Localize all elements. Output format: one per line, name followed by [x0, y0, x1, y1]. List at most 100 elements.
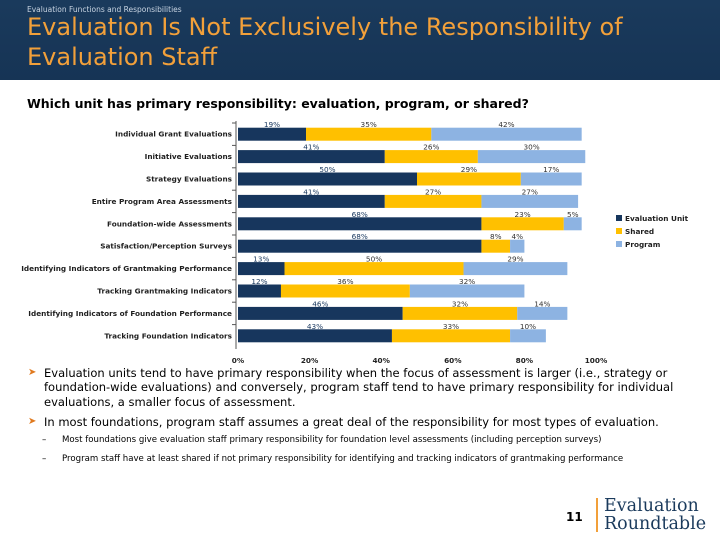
data-label: 29% [461, 165, 477, 174]
category-label: Identifying Indicators of Foundation Per… [28, 309, 232, 318]
bar-segment-shared [280, 284, 410, 298]
sub-bullet-text: Program staff have at least shared if no… [62, 453, 624, 464]
bar-segment-shared [384, 194, 482, 208]
bar-segment-evaluation-unit [238, 194, 385, 208]
category-label: Initiative Evaluations [145, 152, 232, 161]
data-label: 36% [337, 277, 353, 286]
data-label: 42% [498, 120, 514, 129]
x-tick-label: 100% [585, 356, 608, 365]
bar-segment-evaluation-unit [238, 172, 417, 186]
data-label: 41% [303, 187, 319, 196]
data-label: 5% [567, 210, 579, 219]
section-eyebrow: Evaluation Functions and Responsibilitie… [27, 5, 182, 14]
data-label: 13% [253, 255, 269, 264]
legend-swatch [616, 241, 622, 247]
legend-swatch [616, 228, 622, 234]
bar-segment-program [517, 306, 568, 320]
bullet-list: ➤ Evaluation units tend to have primary … [26, 366, 706, 472]
bar-segment-shared [481, 217, 564, 231]
bar-segment-evaluation-unit [238, 127, 307, 141]
page-number: 11 [566, 510, 583, 524]
bullet-text: Evaluation units tend to have primary re… [44, 366, 674, 409]
logo-line-2: Roundtable [604, 514, 707, 534]
bar-segment-evaluation-unit [238, 284, 281, 298]
bar-segment-shared [306, 127, 432, 141]
bar-segment-program [563, 217, 582, 231]
data-label: 33% [443, 322, 459, 331]
data-label: 68% [352, 210, 368, 219]
data-label: 14% [534, 299, 550, 308]
data-label: 27% [522, 187, 538, 196]
bar-segment-shared [391, 329, 511, 343]
data-label: 10% [520, 322, 536, 331]
bullet-item: ➤ Evaluation units tend to have primary … [26, 366, 706, 409]
bar-segment-program [520, 172, 582, 186]
data-label: 30% [523, 143, 539, 152]
data-label: 27% [425, 187, 441, 196]
evaluation-roundtable-logo: Evaluation Roundtable [604, 497, 706, 533]
slide-title: Evaluation Is Not Exclusively the Respon… [27, 13, 623, 71]
data-label: 12% [251, 277, 267, 286]
data-label: 68% [352, 232, 368, 241]
x-tick-label: 60% [444, 356, 462, 365]
category-label: Tracking Grantmaking Indicators [97, 287, 232, 296]
bullet-text: In most foundations, program staff assum… [44, 414, 659, 429]
category-label: Individual Grant Evaluations [115, 130, 232, 139]
dash-icon: – [42, 435, 47, 446]
bar-segment-shared [481, 239, 511, 253]
bar-segment-evaluation-unit [238, 239, 482, 253]
category-label: Entire Program Area Assessments [92, 197, 232, 206]
data-label: 32% [452, 299, 468, 308]
bar-segment-shared [417, 172, 521, 186]
legend-label: Shared [625, 227, 654, 236]
data-label: 23% [515, 210, 531, 219]
chart-question: Which unit has primary responsibility: e… [27, 96, 529, 111]
data-label: 32% [459, 277, 475, 286]
x-tick-label: 20% [301, 356, 319, 365]
bar-segment-program [463, 262, 568, 276]
logo-line-1: Evaluation [604, 496, 699, 516]
bar-segment-shared [402, 306, 518, 320]
category-label: Identifying Indicators of Grantmaking Pe… [21, 264, 232, 273]
bar-segment-evaluation-unit [238, 306, 403, 320]
category-label: Strategy Evaluations [146, 175, 232, 184]
data-label: 50% [319, 165, 335, 174]
bar-segment-evaluation-unit [238, 262, 285, 276]
sub-bullet-item: – Most foundations give evaluation staff… [26, 435, 706, 445]
x-tick-label: 80% [516, 356, 534, 365]
data-label: 46% [312, 299, 328, 308]
bar-segment-program [477, 150, 586, 164]
data-label: 4% [511, 232, 523, 241]
bullet-item: ➤ In most foundations, program staff ass… [26, 415, 706, 429]
bar-segment-evaluation-unit [238, 217, 482, 231]
legend-label: Program [625, 240, 661, 249]
data-label: 43% [307, 322, 323, 331]
bar-segment-program [510, 239, 525, 253]
bar-segment-program [510, 329, 546, 343]
x-tick-label: 40% [372, 356, 390, 365]
dash-icon: – [42, 453, 47, 464]
bar-segment-program [481, 194, 579, 208]
bar-segment-evaluation-unit [238, 329, 392, 343]
data-label: 17% [543, 165, 559, 174]
category-label: Tracking Foundation Indicators [104, 331, 232, 340]
bar-segment-shared [284, 262, 464, 276]
bar-segment-program [409, 284, 525, 298]
sub-bullet-item: – Program staff have at least shared if … [26, 454, 706, 464]
category-label: Satisfaction/Perception Surveys [100, 242, 232, 251]
bullet-arrow-icon: ➤ [28, 415, 37, 427]
data-label: 19% [264, 120, 280, 129]
data-label: 35% [361, 120, 377, 129]
stacked-bar-chart: Individual Grant Evaluations 19% 35% 42% Ini… [21, 120, 689, 365]
legend-label: Evaluation Unit [625, 214, 689, 223]
data-label: 29% [507, 255, 523, 264]
bar-segment-program [431, 127, 582, 141]
data-label: 41% [303, 143, 319, 152]
footer-divider [596, 498, 598, 532]
bar-segment-shared [384, 150, 478, 164]
x-tick-label: 0% [232, 356, 245, 365]
data-label: 50% [366, 255, 382, 264]
bullet-arrow-icon: ➤ [28, 367, 37, 378]
bar-segment-evaluation-unit [238, 150, 385, 164]
data-label: 26% [423, 143, 439, 152]
